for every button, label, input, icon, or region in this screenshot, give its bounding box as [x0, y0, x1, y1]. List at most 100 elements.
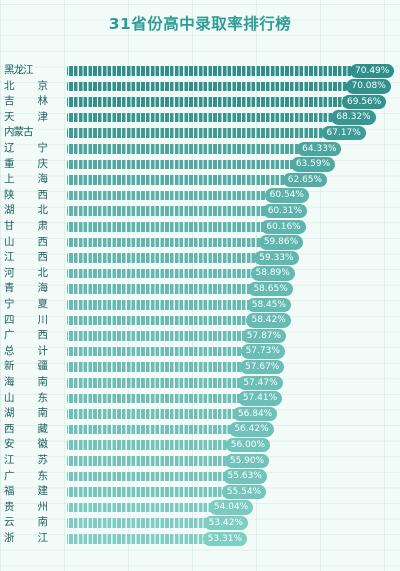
bar [67, 159, 295, 170]
category-label: 山东 [4, 391, 48, 404]
category-label: 广西 [4, 329, 48, 342]
category-label: 安徽 [4, 438, 48, 451]
bar-row: 广东 55.63% [0, 469, 400, 485]
bar-row: 山西 59.86% [0, 235, 400, 251]
bar [67, 222, 266, 232]
bar [67, 502, 213, 513]
bar [67, 471, 227, 482]
category-label: 辽宁 [4, 142, 48, 154]
category-label: 贵州 [4, 500, 48, 513]
bar-row: 云南 53.42% [0, 515, 400, 531]
bar [67, 253, 259, 263]
bar-chart: 黑龙江 70.49% 北京 70.08% 吉林 69.56% 天津 68.32% 内蒙古 67.1… [0, 63, 400, 571]
category-label: 湖北 [4, 204, 48, 217]
bar [67, 237, 263, 248]
bar-row: 福建 55.54% [0, 484, 400, 500]
bar-row: 湖南 56.84% [0, 406, 400, 422]
value-label: 58.89% [250, 266, 295, 281]
bar-row: 宁夏 58.45% [0, 297, 400, 313]
bar [67, 190, 269, 201]
bar-row: 河北 58.89% [0, 266, 400, 282]
bar [67, 456, 229, 466]
bar-row: 甘肃 60.16% [0, 219, 400, 235]
category-label: 北京 [4, 79, 48, 92]
value-label: 53.42% [203, 515, 248, 531]
bar-row: 青海 58.65% [0, 281, 400, 297]
category-label: 天津 [4, 110, 48, 123]
bar [67, 300, 251, 310]
bar [67, 144, 302, 154]
bar-row: 辽宁 64.33% [0, 141, 400, 157]
category-label: 吉林 [4, 95, 48, 108]
value-label: 70.49% [350, 63, 395, 78]
category-label: 江苏 [4, 454, 48, 466]
bar [67, 440, 230, 450]
value-label: 63.59% [290, 157, 336, 172]
bar [67, 97, 347, 107]
value-label: 56.00% [225, 437, 271, 453]
value-label: 56.84% [232, 406, 278, 422]
category-label: 西藏 [4, 422, 48, 435]
bar [67, 346, 245, 357]
category-label: 浙江 [4, 532, 48, 544]
value-label: 62.65% [282, 172, 328, 188]
category-label: 广东 [4, 469, 48, 482]
bar-row: 陕西 60.54% [0, 188, 400, 204]
bar-row: 浙江 53.31% [0, 531, 400, 547]
bar [67, 315, 251, 326]
category-label: 海南 [4, 376, 48, 388]
bar-row: 内蒙古 67.17% [0, 125, 400, 141]
value-label: 56.42% [229, 422, 274, 437]
value-label: 60.31% [262, 203, 308, 219]
bar [67, 378, 243, 388]
bar-row: 西藏 56.42% [0, 422, 400, 438]
bar [67, 424, 234, 435]
value-label: 57.87% [241, 328, 287, 344]
category-label: 重庆 [4, 157, 48, 170]
bar-row: 四川 58.42% [0, 313, 400, 329]
bar [67, 128, 326, 138]
bar-row: 总计 57.73% [0, 344, 400, 360]
bar [67, 112, 336, 123]
value-label: 53.31% [202, 531, 247, 546]
category-label: 湖南 [4, 407, 48, 420]
bar-row: 海南 57.47% [0, 375, 400, 391]
bar [67, 409, 237, 419]
value-label: 58.65% [248, 281, 293, 297]
category-label: 新疆 [4, 360, 48, 373]
bar [67, 487, 226, 497]
bar-row: 上海 62.65% [0, 172, 400, 188]
bar-row: 广西 57.87% [0, 328, 400, 344]
category-label: 山西 [4, 235, 48, 248]
value-label: 58.42% [246, 313, 291, 328]
value-label: 55.90% [224, 453, 270, 468]
value-label: 60.16% [261, 219, 306, 234]
value-label: 57.47% [238, 375, 283, 390]
category-label: 总计 [4, 344, 48, 357]
category-label: 江西 [4, 251, 48, 264]
category-label: 宁夏 [4, 298, 48, 310]
chart-title: 31省份高中录取率排行榜 [108, 15, 292, 33]
bar [67, 393, 242, 404]
category-label: 甘肃 [4, 220, 48, 232]
value-label: 60.54% [264, 188, 309, 203]
bar [67, 534, 207, 544]
value-label: 64.33% [297, 141, 342, 156]
category-label: 黑龙江 [4, 64, 34, 76]
category-label: 四川 [4, 313, 48, 326]
bar [67, 206, 267, 216]
bar-row: 北京 70.08% [0, 79, 400, 95]
bar [67, 331, 246, 341]
value-label: 70.08% [346, 79, 391, 94]
value-label: 55.54% [221, 484, 267, 500]
bar-row: 新疆 57.67% [0, 359, 400, 375]
bar-row: 湖北 60.31% [0, 203, 400, 219]
category-label: 河北 [4, 266, 48, 279]
bar [67, 268, 255, 279]
bar [67, 175, 287, 185]
bar-row: 江西 59.33% [0, 250, 400, 266]
bar-row: 安徽 56.00% [0, 437, 400, 453]
value-label: 59.86% [258, 235, 304, 250]
bar [67, 66, 354, 76]
value-label: 69.56% [342, 94, 387, 110]
